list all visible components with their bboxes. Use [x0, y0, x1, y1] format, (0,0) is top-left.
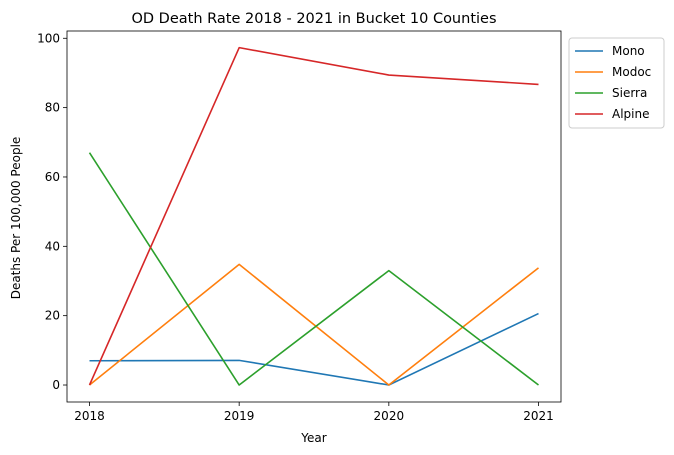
series-line-mono [89, 312, 539, 386]
legend-box [568, 37, 665, 129]
x-tick-label: 2021 [523, 409, 554, 423]
legend-label: Sierra [612, 86, 647, 100]
y-tick-label: 0 [52, 378, 60, 392]
y-tick-label: 60 [45, 170, 60, 184]
y-axis-label: Deaths Per 100,000 People [9, 137, 23, 300]
y-tick-label: 100 [37, 31, 60, 45]
plot-frame [66, 30, 562, 403]
legend-label: Modoc [612, 65, 651, 79]
chart-title: OD Death Rate 2018 - 2021 in Bucket 10 C… [131, 11, 496, 27]
x-tick-label: 2020 [374, 409, 405, 423]
legend-label: Alpine [612, 107, 649, 121]
plot-area: 2018 2019 2020 2021 0 20 40 60 80 100 [37, 30, 562, 423]
series-line-sierra [88, 152, 539, 386]
legend-label: Mono [612, 44, 645, 58]
y-tick-label: 80 [45, 101, 60, 115]
series-line-alpine [88, 46, 539, 386]
x-tick-label: 2019 [224, 409, 255, 423]
x-tick-label: 2018 [74, 409, 105, 423]
x-axis-label: Year [300, 431, 326, 445]
legend: Mono Modoc Sierra Alpine [568, 37, 665, 129]
y-tick-label: 20 [45, 309, 60, 323]
series-line-modoc [88, 263, 539, 386]
y-tick-label: 40 [45, 239, 60, 253]
